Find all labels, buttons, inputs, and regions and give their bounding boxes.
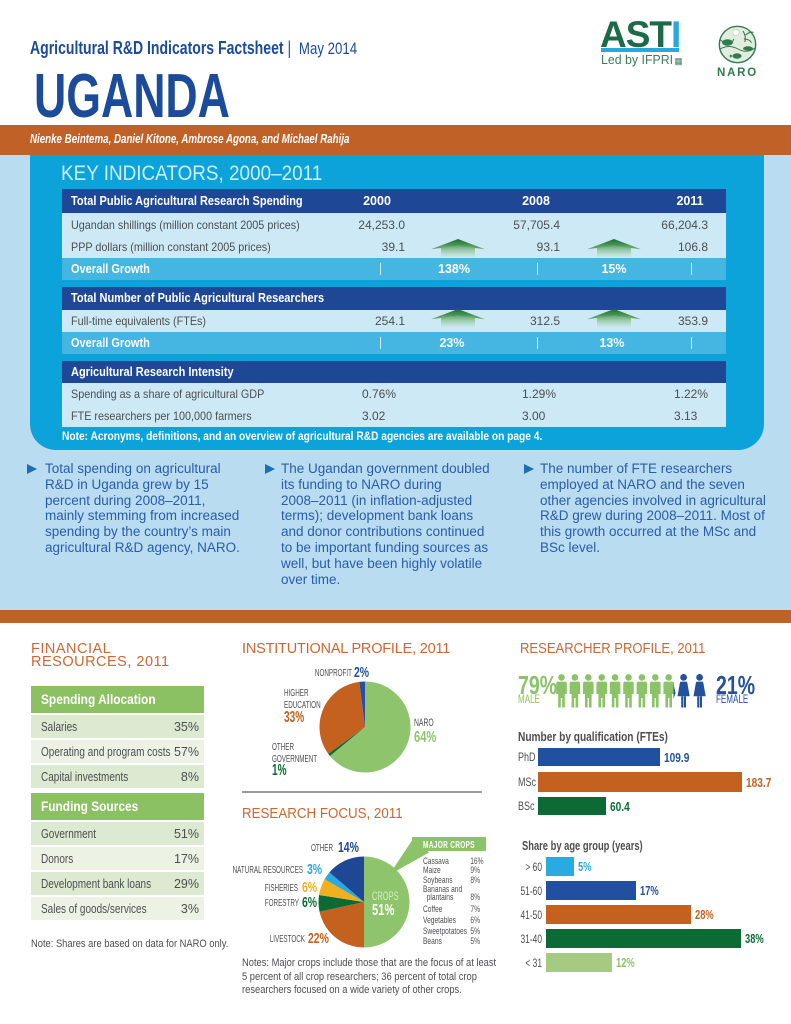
svg-text:NARO: NARO [717,67,758,79]
